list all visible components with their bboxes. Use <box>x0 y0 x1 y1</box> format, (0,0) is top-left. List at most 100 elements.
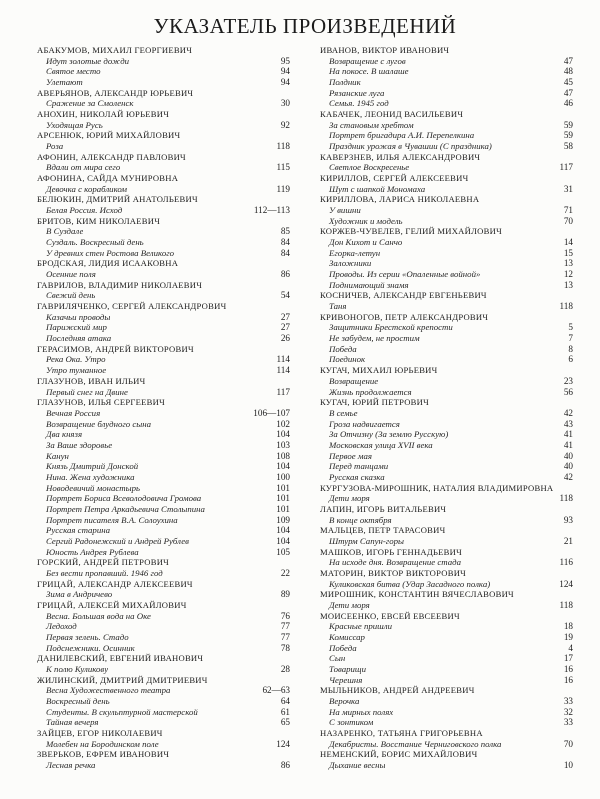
work-page-number: 61 <box>280 706 290 717</box>
work-title: Тайная вечеря <box>46 717 99 728</box>
work-page-number: 101 <box>276 482 290 493</box>
work-page-number: 40 <box>563 461 573 472</box>
artist-name: ДАНИЛЕВСКИЙ, ЕВГЕНИЙ ИВАНОВИЧ <box>37 653 204 664</box>
artist-entry: КУГАЧ, МИХАИЛ ЮРЬЕВИЧ Возвращение 23 Жизнь … <box>320 365 573 397</box>
work-title: У вишни <box>329 205 361 216</box>
work-title: На исходе дня. Возвращение стада <box>329 557 462 568</box>
work-page-number: 92 <box>280 119 290 130</box>
work-title: Казачьи проводы <box>46 311 111 322</box>
work-row: Портрет Петра Аркадьевича Столыпина 101 <box>37 504 290 515</box>
work-page-number: 77 <box>280 631 290 642</box>
work-row: Не забудем, не простим 7 <box>320 333 573 344</box>
work-row: Портрет бригадира А.И. Перепелкина 59 <box>320 130 573 141</box>
work-title: Жизнь продолжается <box>329 386 412 397</box>
work-title: К полю Куликову <box>46 663 109 674</box>
work-title: Портрет писателя В.А. Солоухина <box>46 514 178 525</box>
work-title: Святое место <box>46 66 101 77</box>
work-row: Гроза надвигается 43 <box>320 419 573 430</box>
work-page-number: 114 <box>276 354 290 365</box>
work-page-number: 109 <box>276 514 290 525</box>
work-title: Егорка-летун <box>329 247 381 258</box>
work-row: Студенты. В скульптурной мастерской 61 <box>37 707 290 718</box>
artist-entry: БРИТОВ, КИМ НИКОЛАЕВИЧ В Суздале 85 Суздаль… <box>37 216 290 259</box>
work-row: Весна Художественного театра 62—63 <box>37 685 290 696</box>
work-row: Сражение за Смоленск 30 <box>37 98 290 109</box>
work-page-number: 94 <box>280 77 290 88</box>
artist-entry: КИРИЛЛОВ, СЕРГЕЙ АЛЕКСЕЕВИЧ Шут с шапкой … <box>320 173 573 194</box>
work-row: Штурм Сапун-горы 21 <box>320 536 573 547</box>
artist-entry: ГЕРАСИМОВ, АНДРЕЙ ВИКТОРОВИЧ Река Ока. Ут… <box>37 344 290 376</box>
artist-name: АНОХИН, НИКОЛАЙ ЮРЬЕВИЧ <box>37 109 170 120</box>
work-title: Художник и модель <box>329 215 403 226</box>
work-page-number: 84 <box>280 247 290 258</box>
index-column-left: АБАКУМОВ, МИХАИЛ ГЕОРГИЕВИЧ Идут золотые … <box>37 45 290 771</box>
work-row: Река Ока. Утро 114 <box>37 354 290 365</box>
artist-entry: ЗАЙЦЕВ, ЕГОР НИКОЛАЕВИЧ Молебен на Бороди… <box>37 728 290 749</box>
work-title: Дон Кихот и Санчо <box>329 237 403 248</box>
work-page-number: 108 <box>276 450 290 461</box>
work-row: На мирных полях 32 <box>320 707 573 718</box>
work-title: Воскресный день <box>46 695 110 706</box>
work-title: Свежий день <box>46 290 96 301</box>
artist-entry: ГЛАЗУНОВ, ИЛЬЯ СЕРГЕЕВИЧ Вечная Россия 106… <box>37 397 290 557</box>
work-row: С зонтиком 33 <box>320 717 573 728</box>
work-page-number: 16 <box>563 674 573 685</box>
work-page-number: 17 <box>563 653 573 664</box>
work-page-number: 95 <box>280 55 290 66</box>
work-page-number: 43 <box>563 418 573 429</box>
work-page-number: 28 <box>280 663 290 674</box>
work-row: Победа 8 <box>320 344 573 355</box>
work-title: Перед танцами <box>329 461 389 472</box>
work-row: Дети моря 118 <box>320 600 573 611</box>
work-page-number: 10 <box>563 760 573 771</box>
work-page-number: 31 <box>563 183 573 194</box>
work-row: Нина. Жена художника 100 <box>37 472 290 483</box>
work-page-number: 118 <box>559 493 573 504</box>
work-page-number: 12 <box>563 269 573 280</box>
work-title: На мирных полях <box>329 706 394 717</box>
work-title: Первый снег на Двине <box>46 386 128 397</box>
work-page-number: 116 <box>559 557 573 568</box>
work-page-number: 13 <box>563 258 573 269</box>
work-page-number: 14 <box>563 237 573 248</box>
work-page-number: 42 <box>563 407 573 418</box>
work-title: Весна Художественного театра <box>46 685 171 696</box>
work-title: За Ваше здоровье <box>46 439 113 450</box>
work-title: Красные пришли <box>329 621 393 632</box>
artist-entry: КУРГУЗОВА-МИРОШНИК, НАТАЛИЯ ВЛАДИМИРОВНА… <box>320 483 573 504</box>
artist-entry: БРОДСКАЯ, ЛИДИЯ ИСААКОВНА Осенние поля 86 <box>37 258 290 279</box>
work-row: Юность Андрея Рублева 105 <box>37 547 290 558</box>
work-title: Портрет Бориса Всеволодовича Громова <box>46 493 202 504</box>
artist-name: НАЗАРЕНКО, ТАТЬЯНА ГРИГОРЬЕВНА <box>320 728 483 738</box>
work-page-number: 47 <box>563 55 573 66</box>
work-row: Роза 118 <box>37 141 290 152</box>
work-title: Поднимающий знамя <box>329 279 409 290</box>
work-page-number: 102 <box>276 418 290 429</box>
work-title: Осенние поля <box>46 269 96 280</box>
artist-name: ГЛАЗУНОВ, ИЛЬЯ СЕРГЕЕВИЧ <box>37 397 165 408</box>
work-page-number: 89 <box>280 589 290 600</box>
work-page-number: 103 <box>276 439 290 450</box>
artist-entry: КАВЕРЗНЕВ, ИЛЬЯ АЛЕКСАНДРОВИЧ Светлое Вос… <box>320 152 573 173</box>
work-title: Дыхание весны <box>329 760 386 771</box>
artist-entry: МАТОРИН, ВИКТОР ВИКТОРОВИЧ Куликовская би… <box>320 568 573 589</box>
work-row: Возвращение с лугов 47 <box>320 56 573 67</box>
work-title: Куликовская битва (Удар Засадного полка) <box>329 578 491 589</box>
work-page-number: 42 <box>563 471 573 482</box>
artist-name: КАБАЧЕК, ЛЕОНИД ВАСИЛЬЕВИЧ <box>320 109 464 120</box>
work-title: Вечная Россия <box>46 407 101 418</box>
artist-name: АБАКУМОВ, МИХАИЛ ГЕОРГИЕВИЧ <box>37 45 193 55</box>
work-row: Воскресный день 64 <box>37 696 290 707</box>
work-page-number: 27 <box>280 311 290 322</box>
work-title: За становым хребтом <box>329 119 414 130</box>
work-title: Дети моря <box>329 493 370 504</box>
work-page-number: 114 <box>276 365 290 376</box>
work-row: Таня 118 <box>320 301 573 312</box>
work-title: Река Ока. Утро <box>46 354 106 365</box>
artist-name: КИРИЛЛОВ, СЕРГЕЙ АЛЕКСЕЕВИЧ <box>320 173 469 184</box>
artist-entry: ГАВРИЛЯЧЕНКО, СЕРГЕЙ АЛЕКСАНДРОВИЧ Казачь… <box>37 301 290 344</box>
work-title: Рязанские луга <box>329 87 385 98</box>
work-page-number: 70 <box>563 215 573 226</box>
work-title: Верочка <box>329 695 360 706</box>
work-page-number: 59 <box>563 119 573 130</box>
